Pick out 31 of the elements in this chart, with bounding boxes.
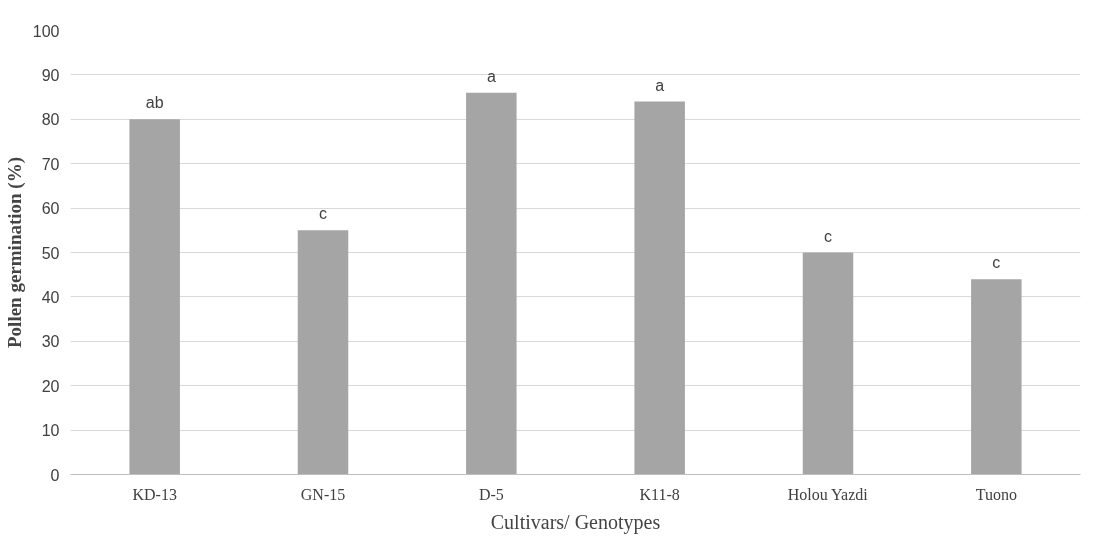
annotation: ab <box>145 94 164 112</box>
x-tick-label: K11-8 <box>639 485 680 503</box>
y-axis-title: Pollen germination (%) <box>3 156 26 349</box>
annotation: c <box>319 205 327 223</box>
bar <box>802 252 854 475</box>
y-tick-label: 100 <box>32 22 60 40</box>
y-tick-label: 70 <box>41 155 60 173</box>
x-tick-label: D-5 <box>478 485 504 503</box>
y-tick-label: 80 <box>41 111 60 129</box>
bar <box>129 119 180 475</box>
x-tick-label: KD-13 <box>132 485 177 503</box>
x-tick-label: Holou Yazdi <box>787 485 869 503</box>
x-tick-label: GN-15 <box>300 485 346 503</box>
y-tick-label: 0 <box>50 466 60 484</box>
y-tick-label: 20 <box>41 377 60 395</box>
y-tick-label: 10 <box>41 422 60 440</box>
y-tick-label: 60 <box>41 200 60 218</box>
annotation: a <box>655 76 665 94</box>
y-tick-label: 50 <box>41 244 60 262</box>
annotation: c <box>992 254 1001 272</box>
annotation: c <box>824 227 832 245</box>
annotation: a <box>486 67 496 85</box>
y-tick-label: 40 <box>41 288 60 306</box>
bar <box>634 101 685 475</box>
bar <box>971 279 1022 475</box>
y-tick-label: 90 <box>41 66 60 84</box>
bar <box>297 230 349 475</box>
y-tick-label: 30 <box>41 333 60 351</box>
bar <box>466 92 517 475</box>
x-tick-label: Tuono <box>975 485 1017 503</box>
x-axis-title: Cultivars/ Genotypes <box>490 510 661 534</box>
